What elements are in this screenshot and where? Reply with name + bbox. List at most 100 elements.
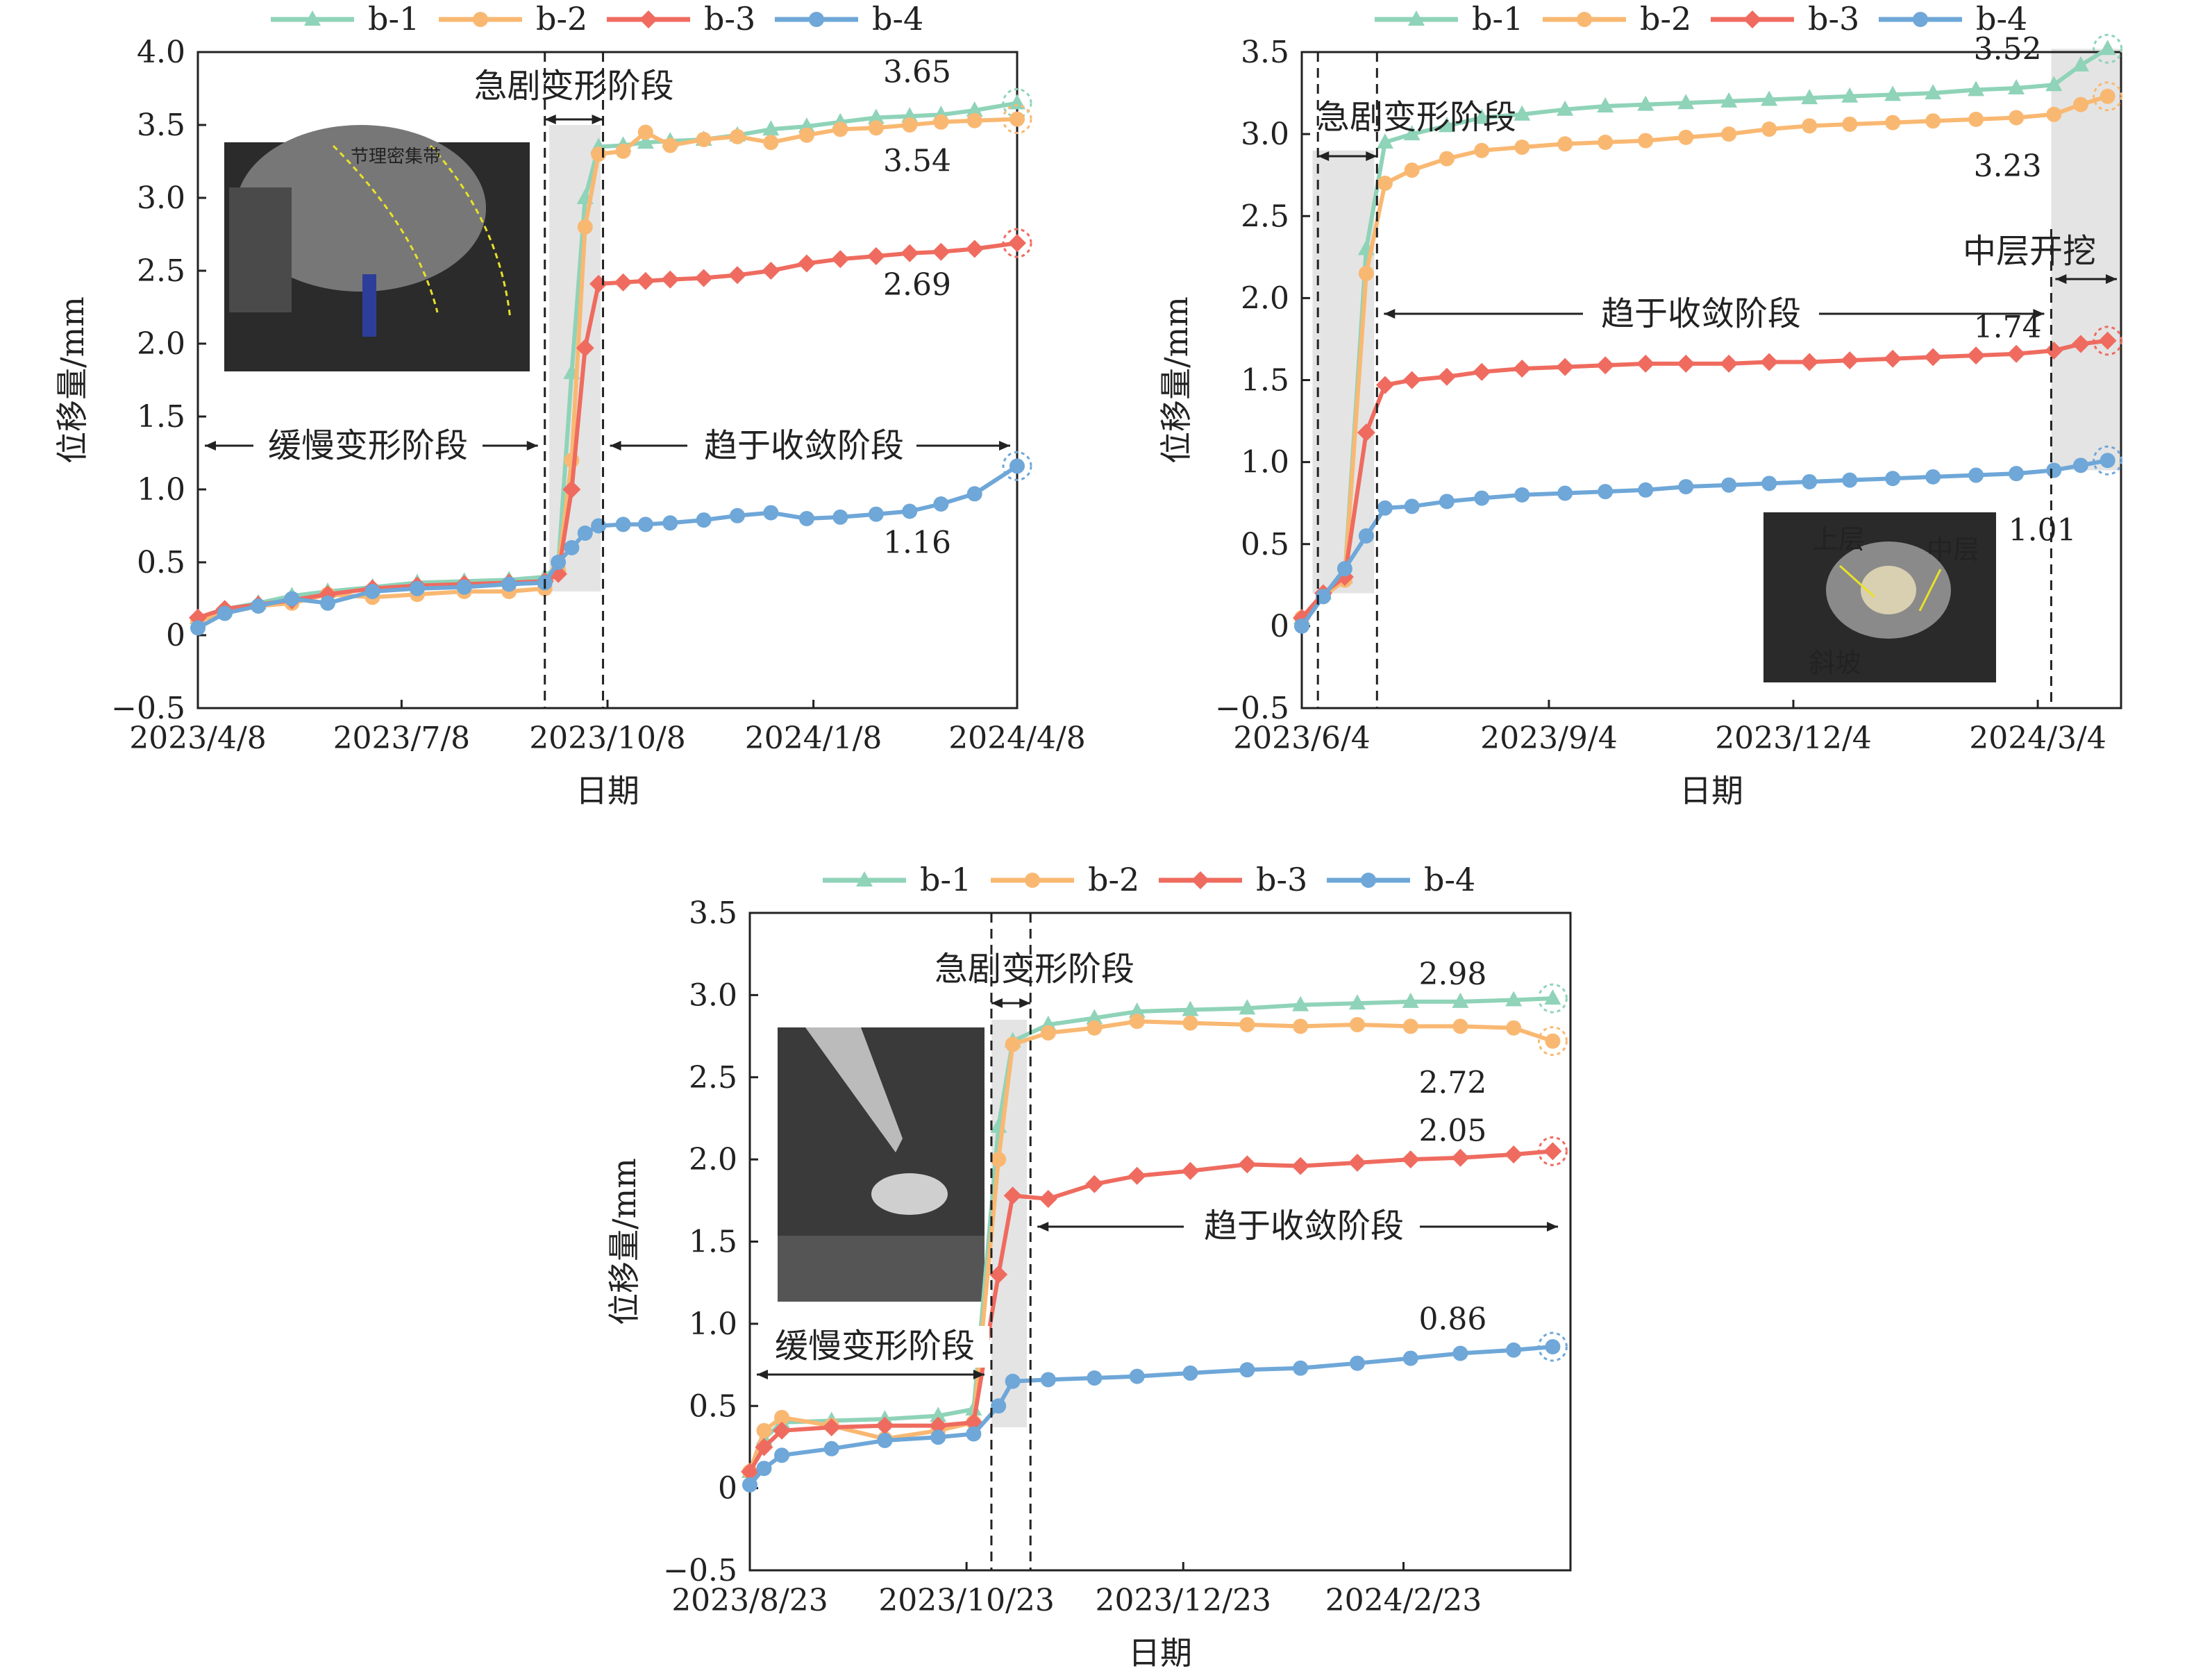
x-tick-label: 2024/2/23 bbox=[1325, 1583, 1482, 1618]
data-point bbox=[1129, 1014, 1145, 1030]
data-point bbox=[933, 496, 949, 512]
tunnel-photo-3 bbox=[778, 1027, 984, 1302]
data-point bbox=[1473, 108, 1491, 124]
final-value-label: 1.74 bbox=[1974, 310, 2042, 345]
data-point bbox=[1348, 994, 1366, 1010]
data-point bbox=[1005, 1036, 1021, 1052]
data-point bbox=[1039, 1189, 1057, 1208]
data-point bbox=[1292, 996, 1309, 1011]
stage-label-slow: 缓慢变形阶段 bbox=[775, 1327, 975, 1366]
data-point bbox=[1596, 356, 1615, 375]
photo-label-slope: 斜坡 bbox=[1809, 648, 1861, 678]
data-point bbox=[1885, 115, 1901, 131]
data-point bbox=[741, 1462, 759, 1481]
y-tick-label: 0.5 bbox=[137, 545, 185, 580]
data-point bbox=[615, 143, 631, 159]
converge-label-bg bbox=[1583, 292, 1819, 333]
converge-stage-arrow-head-left bbox=[1037, 1222, 1049, 1232]
final-value-label: 1.16 bbox=[883, 525, 951, 560]
series-b-4 bbox=[190, 451, 1032, 636]
y-tick-label: −0.5 bbox=[1215, 691, 1289, 726]
data-point bbox=[1336, 561, 1352, 577]
legend-marker bbox=[1577, 12, 1592, 27]
data-point bbox=[1358, 528, 1374, 544]
data-point bbox=[696, 512, 712, 528]
data-point bbox=[1544, 989, 1561, 1005]
data-point bbox=[1377, 500, 1393, 516]
final-point-halo bbox=[1002, 228, 1032, 258]
data-point bbox=[1315, 589, 1331, 605]
data-point bbox=[1474, 142, 1490, 158]
slow-label-bg bbox=[760, 1326, 989, 1368]
data-point bbox=[1678, 479, 1694, 495]
chart-3: −0.5 0 0.5 1.0 1.5 2.0 2.5 3.0 3.5 2023/8/23 2023/… bbox=[605, 861, 1572, 1672]
data-point bbox=[933, 114, 949, 130]
data-point bbox=[2007, 344, 2026, 363]
data-point bbox=[1968, 111, 1984, 127]
rapid-stage-arrow-head-right bbox=[1019, 998, 1031, 1008]
data-point bbox=[2098, 331, 2117, 350]
data-point bbox=[902, 503, 918, 519]
data-point bbox=[932, 242, 950, 261]
slow-stage-arrow-head-left bbox=[205, 441, 216, 451]
data-point bbox=[1556, 358, 1575, 376]
data-point bbox=[1505, 1145, 1523, 1164]
legend-label: b-1 bbox=[368, 0, 419, 37]
y-tick-label: 1.0 bbox=[137, 472, 185, 507]
data-point bbox=[1720, 354, 1738, 373]
data-point bbox=[1040, 1025, 1056, 1041]
legend-label: b-3 bbox=[704, 0, 755, 37]
data-point bbox=[991, 1152, 1007, 1168]
data-point bbox=[1005, 1373, 1021, 1389]
data-point bbox=[966, 112, 982, 128]
data-point bbox=[2009, 466, 2025, 482]
data-point bbox=[756, 1461, 772, 1477]
tunnel-photo-1: 节理密集带 bbox=[224, 125, 530, 371]
data-point bbox=[284, 591, 300, 607]
data-point bbox=[742, 1477, 757, 1493]
legend-marker bbox=[809, 12, 824, 27]
data-point bbox=[1802, 473, 1818, 489]
converge-stage-arrow-head-right bbox=[999, 441, 1010, 451]
series-b-4 bbox=[742, 1332, 1568, 1493]
data-point bbox=[866, 247, 885, 265]
legend-marker bbox=[856, 871, 873, 887]
data-point bbox=[1760, 353, 1779, 371]
data-point bbox=[1403, 125, 1421, 141]
data-point bbox=[1348, 1153, 1366, 1172]
data-point bbox=[1401, 1150, 1420, 1169]
data-point bbox=[831, 250, 850, 269]
data-point bbox=[696, 132, 712, 147]
legend-item-b-4: b-4 bbox=[1879, 0, 2027, 37]
legend-marker bbox=[1191, 871, 1209, 889]
data-point bbox=[1473, 362, 1491, 381]
data-point bbox=[1638, 133, 1654, 149]
data-point bbox=[661, 270, 680, 289]
y-tick-label: 2.5 bbox=[689, 1060, 737, 1095]
x-axis-label: 日期 bbox=[1128, 1634, 1192, 1672]
y-tick-label: 3.5 bbox=[1241, 35, 1289, 70]
data-point bbox=[1358, 265, 1374, 281]
data-point bbox=[1761, 90, 1778, 106]
y-tick-label: 1.5 bbox=[1241, 363, 1289, 398]
data-point bbox=[1968, 81, 1985, 96]
spray-nozzle bbox=[805, 1027, 903, 1152]
final-point-halo bbox=[1537, 983, 1568, 1014]
legend-marker bbox=[1361, 873, 1376, 888]
data-point bbox=[774, 1409, 790, 1425]
y-tick-label: 1.5 bbox=[689, 1225, 737, 1260]
legend-marker bbox=[639, 10, 657, 28]
data-point bbox=[1841, 351, 1859, 370]
y-tick-label: 0.5 bbox=[1241, 527, 1289, 562]
data-point bbox=[2072, 457, 2088, 473]
legend-marker bbox=[1913, 12, 1928, 27]
data-point bbox=[1637, 95, 1654, 111]
data-point bbox=[456, 579, 472, 595]
data-point bbox=[1678, 129, 1694, 145]
final-value-label: 3.23 bbox=[1974, 149, 2042, 184]
data-point bbox=[1557, 485, 1573, 501]
data-point bbox=[364, 584, 380, 599]
data-point bbox=[763, 135, 779, 151]
series-line bbox=[748, 996, 1553, 1473]
y-axis-label: 位移量/mm bbox=[605, 1158, 643, 1325]
